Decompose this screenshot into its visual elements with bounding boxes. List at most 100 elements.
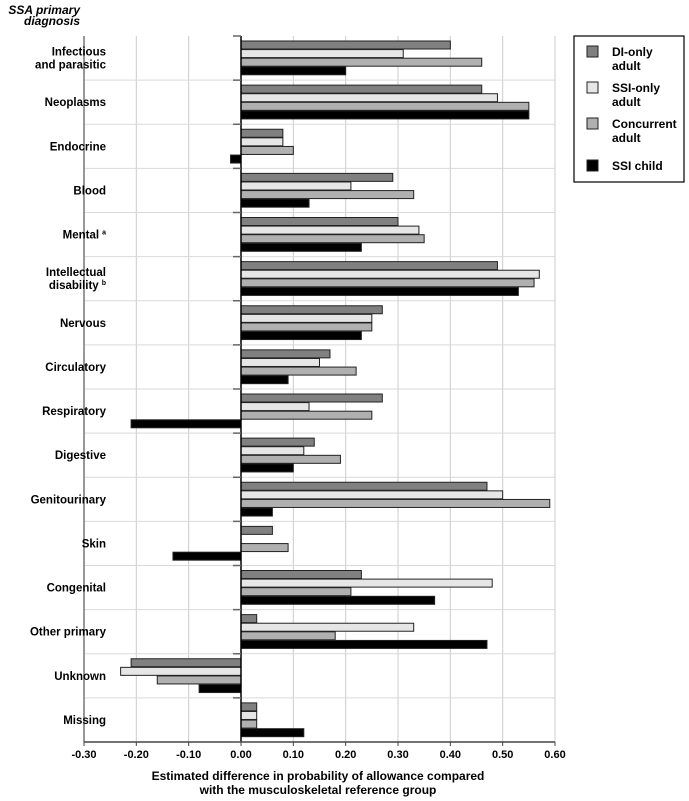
category-label: Digestive [55, 450, 106, 462]
legend-swatch [586, 81, 599, 94]
bar-ssi-child [240, 331, 362, 341]
bar-concurrent-adult [240, 57, 483, 67]
category-label: Intellectual [46, 267, 106, 279]
bar-ssi-only-adult [240, 137, 284, 147]
category-label: Other primary [30, 627, 107, 639]
bar-di-only-adult [240, 570, 362, 579]
bar-ssi-child [240, 507, 273, 517]
category-label: Mental a [63, 230, 106, 242]
legend-label: adult [612, 95, 641, 109]
x-axis-title: with the musculoskeletal reference group [199, 783, 437, 797]
bar-concurrent-adult [240, 498, 551, 508]
bar-ssi-child [240, 639, 488, 649]
legend-label: adult [612, 131, 641, 145]
category-label: Neoplasms [45, 97, 106, 109]
bar-ssi-only-adult [240, 181, 352, 191]
bar-ssi-child [198, 684, 242, 694]
x-tick-label: 0.50 [492, 749, 513, 761]
bar-ssi-child [240, 728, 305, 738]
bar-di-only-adult [240, 437, 315, 447]
category-label: Congenital [47, 583, 106, 595]
bar-concurrent-adult [240, 454, 341, 464]
x-tick-label: 0.40 [440, 749, 461, 761]
legend-swatch [586, 159, 599, 172]
bar-concurrent-adult [240, 631, 336, 641]
bar-concurrent-adult [240, 410, 373, 420]
x-tick-label: 0.10 [283, 749, 304, 761]
bar-ssi-only-adult [240, 490, 504, 500]
category-label: Nervous [60, 318, 106, 330]
category-label: Respiratory [42, 406, 107, 418]
bar-di-only-adult [240, 702, 258, 712]
category-label: and parasitic [35, 60, 107, 72]
legend: DI-onlyadultSSI-onlyadultConcurrentadult… [573, 35, 685, 183]
bar-ssi-child [240, 286, 519, 296]
bar-di-only-adult [240, 614, 258, 624]
category-label: Genitourinary [31, 494, 107, 506]
bars [120, 40, 551, 738]
bar-concurrent-adult [240, 719, 258, 729]
category-label: Skin [82, 538, 106, 550]
bar-ssi-only-adult [240, 710, 258, 720]
bar-ssi-child [240, 198, 310, 208]
bar-ssi-only-adult [240, 622, 415, 632]
legend-box [573, 35, 685, 183]
bar-di-only-adult [240, 217, 399, 226]
category-label: Blood [73, 185, 106, 197]
category-label: Infectious [52, 47, 106, 59]
bar-ssi-child [230, 154, 242, 164]
bar-di-only-adult [240, 349, 331, 359]
bar-concurrent-adult [240, 190, 415, 200]
bar-ssi-only-adult [240, 446, 305, 456]
category-label: Unknown [54, 671, 106, 683]
bar-ssi-only-adult [240, 357, 320, 367]
x-tick-label: -0.20 [124, 749, 149, 761]
category-label: disability b [49, 280, 106, 292]
bar-di-only-adult [240, 261, 498, 271]
bar-ssi-only-adult [240, 578, 493, 588]
bar-ssi-child [240, 66, 347, 76]
bar-ssi-child [240, 375, 289, 385]
bar-ssi-child [240, 110, 530, 120]
bar-ssi-only-adult [240, 313, 373, 323]
x-tick-labels: -0.30 -0.20 -0.10 0.00 0.10 0.20 0.30 0.40 0.50 0… [71, 749, 565, 761]
bar-concurrent-adult [240, 145, 294, 155]
bar-concurrent-adult [240, 366, 357, 376]
category-label: Endocrine [50, 141, 106, 153]
legend-label: SSI child [612, 159, 663, 173]
legend-swatch [586, 45, 599, 58]
gridlines [83, 36, 556, 742]
bar-concurrent-adult [240, 322, 373, 332]
bar-di-only-adult [240, 172, 394, 182]
bar-ssi-only-adult [240, 93, 498, 103]
bar-di-only-adult [240, 128, 284, 138]
y-axis-title: SSA primary [8, 3, 81, 17]
axes [83, 35, 556, 746]
footnote-marker: a [102, 230, 106, 237]
y-axis-title: diagnosis [24, 14, 80, 28]
x-tick-label: 0.00 [230, 749, 251, 761]
bar-di-only-adult [240, 40, 451, 50]
bar-ssi-child [130, 419, 242, 429]
bar-ssi-only-adult [240, 225, 420, 235]
x-tick-label: 0.30 [387, 749, 408, 761]
x-tick-label: -0.30 [71, 749, 96, 761]
bar-ssi-only-adult [240, 49, 404, 59]
legend-label: adult [612, 59, 641, 73]
bar-di-only-adult [240, 305, 383, 315]
bar-di-only-adult [130, 658, 242, 668]
x-tick-label: 0.20 [335, 749, 356, 761]
bar-di-only-adult [240, 525, 273, 535]
x-axis-title: Estimated difference in probability of a… [152, 769, 485, 783]
bar-ssi-only-adult [240, 402, 310, 412]
bar-ssi-child [240, 595, 436, 605]
bar-di-only-adult [240, 84, 483, 94]
bar-ssi-only-adult [120, 666, 242, 676]
legend-swatch [586, 117, 599, 130]
bar-concurrent-adult [156, 675, 242, 685]
bar-di-only-adult [240, 481, 488, 491]
bar-concurrent-adult [240, 543, 289, 553]
